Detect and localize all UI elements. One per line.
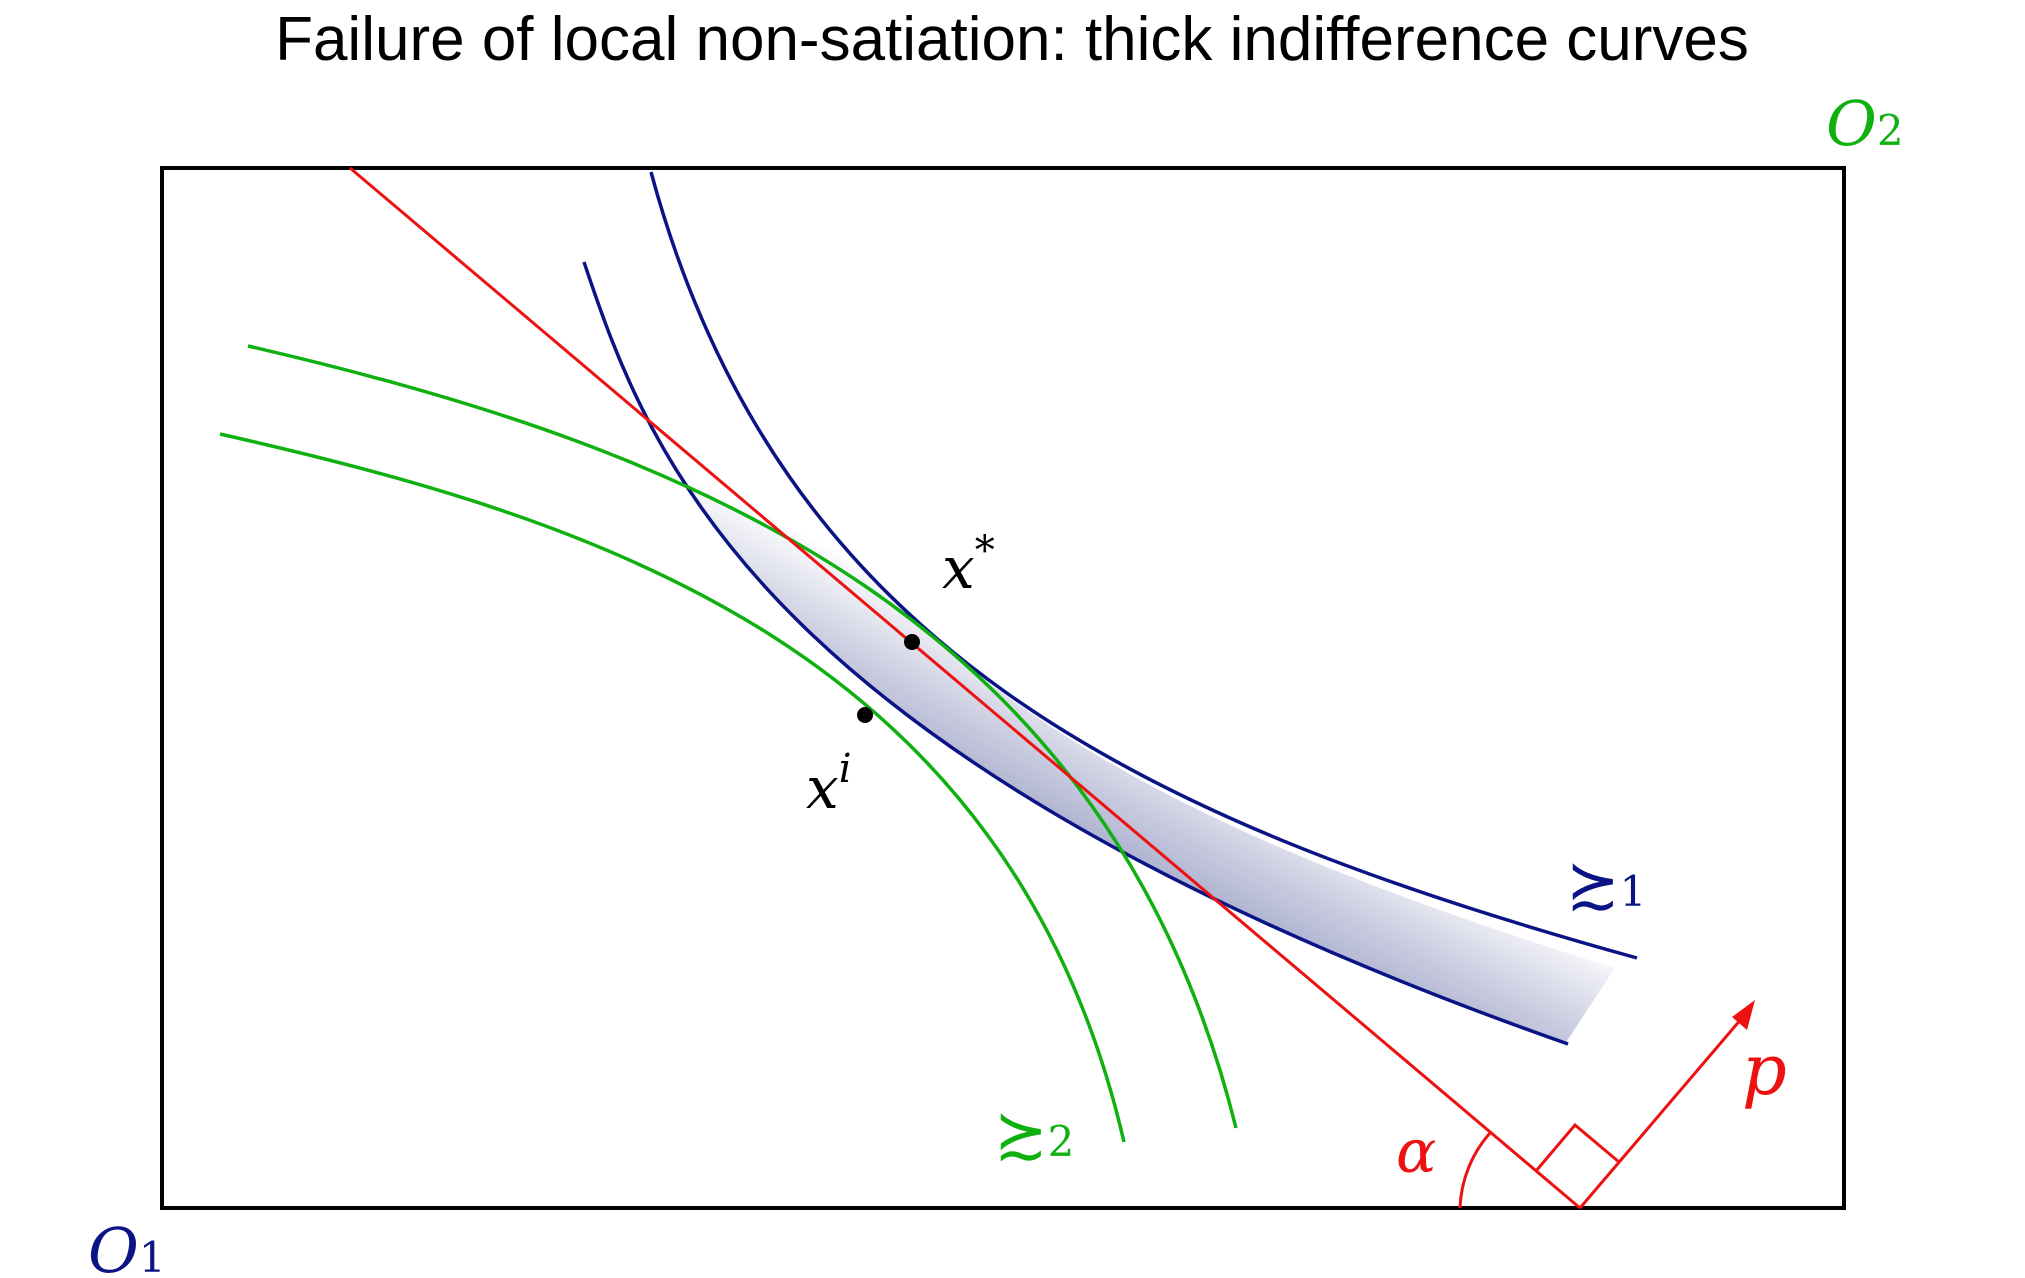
- xstar-label: x*: [942, 528, 995, 602]
- origin2-letter: O: [1826, 87, 1877, 160]
- consumer2-indifference-curve-lower: [219, 432, 1126, 1143]
- diagram-title: Failure of local non-satiation: thick in…: [275, 5, 1749, 74]
- pref1-symbol: ≿: [1566, 848, 1620, 922]
- point-xi: [857, 707, 873, 723]
- thick-indifference-band: [584, 172, 1615, 1044]
- price-vector-label: p: [1742, 1029, 1787, 1111]
- origin1-letter: O: [88, 1214, 139, 1278]
- origin1-subscript: 1: [139, 1233, 166, 1278]
- price-vector-arrowhead: [1732, 1000, 1755, 1030]
- budget-price-line: [349, 166, 1581, 1210]
- xstar-letter: x: [942, 534, 975, 602]
- edgeworth-box: [160, 166, 1846, 1210]
- right-angle-marker: [1534, 1122, 1620, 1172]
- xi-superscript: i: [839, 746, 852, 792]
- pref1-subscript: 1: [1620, 867, 1647, 916]
- price-vector-line: [1578, 1017, 1744, 1209]
- origin2-subscript: 2: [1877, 106, 1904, 155]
- xi-label: xi: [806, 746, 852, 822]
- consumer1-indifference-curve-outer: [649, 171, 1638, 960]
- consumer2-preference-label: ≿2: [994, 1098, 1074, 1172]
- pref2-subscript: 2: [1048, 1117, 1075, 1166]
- consumer1-indifference-curve-inner: [582, 261, 1569, 1046]
- consumer2-indifference-curve-upper: [247, 344, 1238, 1129]
- equilibrium-point-xstar: [904, 634, 920, 650]
- origin1-label: O1: [88, 1214, 166, 1278]
- consumer1-preference-label: ≿1: [1566, 848, 1646, 922]
- origin2-label: O2: [1826, 87, 1904, 160]
- pref2-symbol: ≿: [994, 1098, 1048, 1172]
- xstar-superscript: *: [975, 528, 995, 574]
- xi-letter: x: [806, 754, 839, 822]
- alpha-label: α: [1396, 1117, 1437, 1187]
- angle-alpha-arc: [1458, 1132, 1492, 1209]
